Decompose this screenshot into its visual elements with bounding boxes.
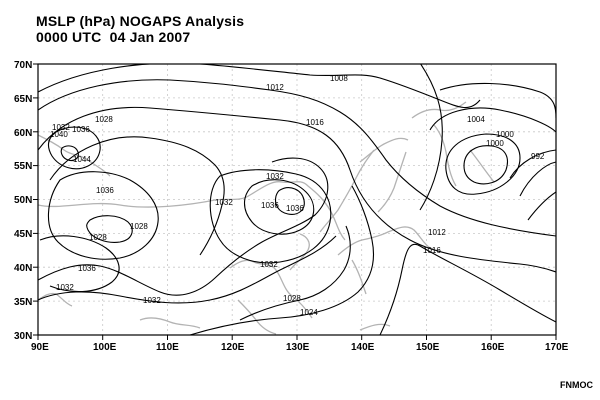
lat-label: 40N (14, 263, 32, 274)
contour-label: 1036 (286, 204, 304, 213)
contour-label: 1036 (96, 186, 114, 195)
contour-label: 1036 (78, 264, 96, 273)
contour-label: 1028 (89, 233, 107, 242)
lon-label: 90E (31, 342, 49, 353)
contour-label: 1028 (130, 222, 148, 231)
contour-label: 1004 (467, 115, 485, 124)
latitude-labels: 70N 65N 60N 55N 50N 45N 40N 35N 30N (14, 60, 32, 342)
lon-label: 160E (481, 342, 505, 353)
lon-label: 170E (545, 342, 569, 353)
lon-label: 100E (93, 342, 117, 353)
lat-label: 70N (14, 60, 32, 71)
lon-label: 150E (416, 342, 440, 353)
contour-label: 1000 (486, 139, 504, 148)
contour-label: 1008 (330, 74, 348, 83)
contour-label: 1012 (266, 83, 284, 92)
lat-label: 55N (14, 161, 32, 172)
contour-label: 1028 (95, 115, 113, 124)
contour-label: 1032 (143, 296, 161, 305)
credit-label: FNMOC (560, 380, 593, 390)
axis-ticks (33, 63, 557, 340)
lat-label: 60N (14, 128, 32, 139)
coastlines (38, 101, 495, 335)
contour-label: 1012 (428, 228, 446, 237)
contour-label: 1036 (261, 201, 279, 210)
map-title-line2: 0000 UTC 04 Jan 2007 (36, 29, 191, 45)
lat-label: 45N (14, 229, 32, 240)
contour-label: 1032 (56, 283, 74, 292)
map-title: MSLP (hPa) NOGAPS Analysis 0000 UTC 04 J… (36, 13, 244, 45)
contour-label: 992 (531, 152, 545, 161)
lon-label: 130E (286, 342, 310, 353)
contour-label: 1032 (52, 123, 70, 132)
contour-label: 1016 (423, 246, 441, 255)
lat-label: 30N (14, 331, 32, 342)
contour-label: 1016 (306, 118, 324, 127)
lon-label: 110E (156, 342, 179, 353)
contour-label: 1040 (50, 130, 68, 139)
contour-label: 1032 (215, 198, 233, 207)
contour-label: 1032 (260, 260, 278, 269)
contour-label: 1000 (496, 130, 514, 139)
contour-labels: 1008 1012 1016 1004 1000 1000 992 1028 1… (50, 74, 545, 317)
isobars (38, 64, 556, 335)
contour-label: 1024 (300, 308, 318, 317)
contour-label: 1028 (283, 294, 301, 303)
longitude-labels: 90E 100E 110E 120E 130E 140E 150E 160E 1… (31, 342, 569, 353)
map-title-line1: MSLP (hPa) NOGAPS Analysis (36, 13, 245, 29)
contour-label: 1044 (73, 155, 91, 164)
lat-label: 65N (14, 94, 32, 105)
contour-label: 1032 (266, 172, 284, 181)
lon-label: 140E (351, 342, 375, 353)
lat-label: 50N (14, 195, 32, 206)
lat-label: 35N (14, 297, 32, 308)
contour-label: 1036 (72, 125, 90, 134)
lon-label: 120E (221, 342, 245, 353)
